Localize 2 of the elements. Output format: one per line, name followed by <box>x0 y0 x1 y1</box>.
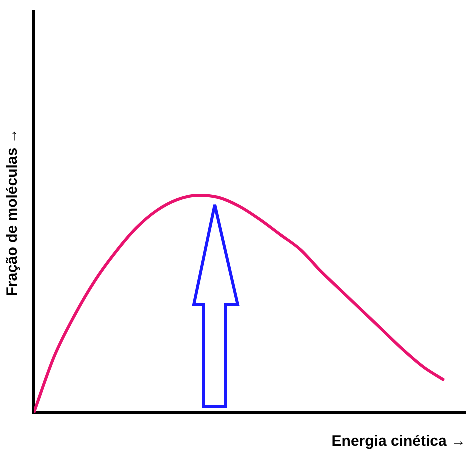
x-axis-title: Energia cinética → <box>332 433 466 450</box>
y-axis-title: Fração de moléculas → <box>4 128 22 296</box>
